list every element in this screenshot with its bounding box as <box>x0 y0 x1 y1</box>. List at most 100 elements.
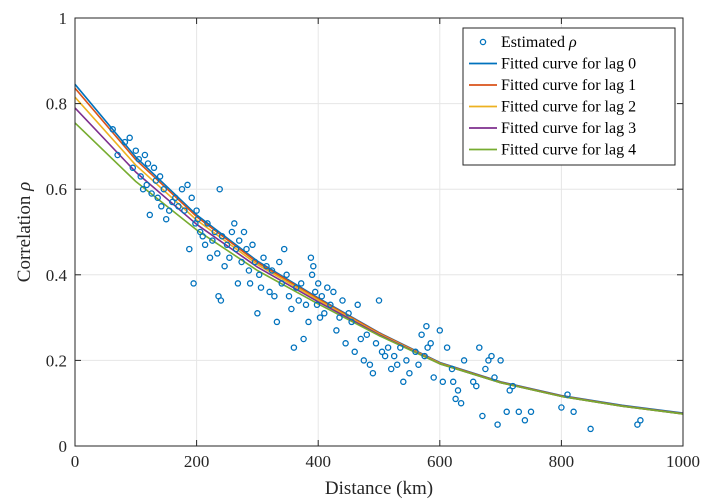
scatter-point <box>158 203 165 210</box>
scatter-point <box>114 151 121 159</box>
scatter-point <box>637 417 644 424</box>
y-axis-title-text: Correlation <box>14 191 35 282</box>
scatter-point <box>321 310 328 317</box>
legend-label-text: Fitted curve for lag 2 <box>501 99 636 116</box>
scatter-point <box>204 220 211 227</box>
scatter-point <box>372 340 380 347</box>
scatter-point <box>137 173 144 180</box>
scatter-point <box>469 378 477 386</box>
scatter-point <box>427 340 434 347</box>
scatter-point <box>221 262 228 270</box>
scatter-point <box>424 344 431 351</box>
legend-label: Fitted curve for lag 2 <box>501 99 636 116</box>
scatter-point <box>415 361 422 368</box>
scatter-point <box>479 412 486 420</box>
scatter-point <box>254 310 261 317</box>
scatter-point <box>251 258 259 266</box>
scatter-point <box>271 292 278 300</box>
scatter-point <box>381 352 389 360</box>
scatter-point <box>178 185 186 193</box>
scatter-point <box>235 237 243 244</box>
scatter-point <box>345 310 352 317</box>
scatter-point <box>199 233 206 240</box>
scatter-point <box>193 207 200 214</box>
scatter-point <box>293 284 300 291</box>
scatter-point <box>234 280 242 287</box>
scatter-point <box>527 408 535 416</box>
scatter-point <box>295 297 302 304</box>
scatter-point <box>476 344 483 351</box>
scatter-point <box>175 203 182 210</box>
legend-label: Fitted curve for lag 3 <box>501 120 636 137</box>
scatter-point <box>129 164 137 172</box>
scatter-point <box>564 391 571 398</box>
scatter-point <box>403 357 410 364</box>
scatter-point <box>290 344 298 351</box>
scatter-point <box>418 331 425 338</box>
scatter-point <box>217 297 225 304</box>
scatter-point <box>460 357 468 364</box>
scatter-point <box>390 352 398 360</box>
scatter-point <box>436 327 444 334</box>
scatter-point <box>152 177 160 184</box>
scatter-point <box>283 271 290 279</box>
scatter-point <box>160 185 168 193</box>
scatter-point <box>506 387 513 394</box>
scatter-point <box>297 280 305 287</box>
y-axis-title-symbol: ρ <box>14 182 35 192</box>
scatter-point <box>135 155 143 163</box>
scatter-point <box>144 160 152 167</box>
scatter-point <box>363 331 371 338</box>
scatter-point <box>148 190 155 197</box>
scatter-point <box>521 417 529 424</box>
scatter-point <box>316 314 324 321</box>
scatter-point <box>238 258 245 266</box>
y-tick-label: 1 <box>59 9 68 28</box>
scatter-point <box>273 318 281 326</box>
legend-label-text: Fitted curve for lag 0 <box>501 56 636 73</box>
scatter-point <box>357 335 365 343</box>
scatter-point <box>280 245 288 253</box>
x-tick-label: 400 <box>305 452 331 471</box>
y-axis-title: Correlation ρ <box>14 182 35 282</box>
scatter-point <box>369 369 377 377</box>
scatter-point <box>218 233 226 240</box>
scatter-point <box>310 262 317 270</box>
scatter-point <box>318 292 326 300</box>
y-tick-label: 0.4 <box>46 266 68 285</box>
scatter-point <box>558 404 565 411</box>
legend-label-symbol: ρ <box>568 34 577 51</box>
fitted-curve-lag-4 <box>74 122 684 415</box>
scatter-point <box>330 288 337 296</box>
scatter-point <box>313 301 321 309</box>
scatter-point <box>121 138 129 146</box>
scatter-point <box>268 267 276 274</box>
scatter-point <box>214 250 221 257</box>
scatter-point <box>201 241 209 249</box>
x-tick-label: 0 <box>71 452 80 471</box>
scatter-point <box>482 365 489 373</box>
legend-label: Estimated ρ <box>501 34 577 51</box>
legend-label-text: Fitted curve for lag 4 <box>501 142 636 159</box>
legend: Estimated ρ Fitted curve for lag 0 Fitted … <box>462 27 676 166</box>
scatter-point <box>169 198 176 206</box>
scatter-point <box>194 215 202 223</box>
scatter-point <box>263 262 270 270</box>
scatter-point <box>249 241 256 249</box>
scatter-point <box>206 254 214 261</box>
scatter-point <box>150 164 158 172</box>
legend-label: Fitted curve for lag 4 <box>501 142 636 159</box>
scatter-point <box>165 207 173 214</box>
scatter-point <box>162 215 170 223</box>
scatter-point <box>515 408 523 416</box>
legend-label: Fitted curve for lag 0 <box>501 56 636 73</box>
scatter-point <box>497 357 504 364</box>
legend-box <box>462 27 676 166</box>
scatter-point <box>488 352 495 360</box>
plot-frame <box>74 17 684 447</box>
scatter-point <box>246 280 254 287</box>
scatter-point <box>266 288 273 296</box>
scatter-point <box>336 314 343 321</box>
y-tick-label: 0 <box>59 437 68 456</box>
scatter-point <box>300 335 307 343</box>
